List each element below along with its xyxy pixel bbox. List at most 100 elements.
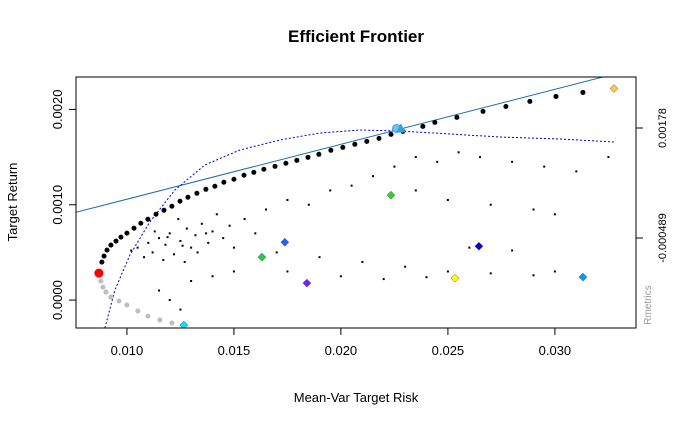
frontier-point: [294, 157, 300, 163]
frontier-point: [177, 198, 183, 204]
frontier-point: [352, 141, 358, 147]
sample-point: [222, 237, 225, 240]
sample-point: [166, 236, 169, 239]
sample-point: [489, 272, 492, 275]
frontier-point: [131, 225, 137, 231]
frontier-point: [305, 154, 311, 160]
sample-point: [468, 246, 471, 249]
sample-point: [361, 260, 364, 263]
x-tick-label: 0.015: [218, 343, 251, 358]
frontier-point: [432, 119, 438, 125]
frontier-point: [283, 160, 289, 166]
min-variance-point: [94, 268, 104, 278]
frontier-point: [169, 320, 175, 326]
sample-point: [207, 241, 210, 244]
frontier-point: [135, 308, 141, 314]
frontier-point: [272, 163, 278, 169]
sample-point: [372, 175, 375, 178]
sample-point: [393, 165, 396, 168]
sample-point: [168, 232, 171, 235]
sample-point: [173, 253, 176, 256]
sample-point: [286, 270, 289, 273]
frontier-point: [145, 216, 151, 222]
asset-point: [578, 272, 588, 282]
sample-point: [232, 270, 235, 273]
sample-point: [286, 198, 289, 201]
frontier-point: [185, 194, 191, 200]
asset-point: [257, 252, 267, 262]
x-axis-label: Mean-Var Target Risk: [294, 390, 419, 405]
sample-point: [511, 249, 514, 252]
y-tick-label: 0.0020: [50, 90, 65, 130]
frontier-point: [116, 298, 122, 304]
sample-point: [158, 237, 161, 240]
sample-point: [215, 213, 218, 216]
sample-point: [414, 156, 417, 159]
frontier-point: [98, 278, 104, 284]
frontier-point: [157, 317, 163, 323]
sample-point: [446, 270, 449, 273]
y2-tick-label: -0.000489: [657, 213, 669, 263]
frontier-point: [108, 294, 114, 300]
sample-point: [196, 251, 199, 254]
frontier-point: [388, 131, 394, 137]
sample-point: [339, 275, 342, 278]
frontier-point: [316, 151, 322, 157]
sample-point: [318, 256, 321, 259]
sample-point: [179, 239, 182, 242]
sample-point: [489, 203, 492, 206]
sample-point: [350, 184, 353, 187]
sample-point: [436, 160, 439, 163]
sample-point: [183, 260, 186, 263]
asset-point: [179, 320, 189, 328]
y-tick-label: 0.0010: [50, 185, 65, 225]
plot-area: [76, 77, 619, 328]
x-tick-label: 0.020: [325, 343, 358, 358]
frontier-point: [420, 123, 426, 129]
frontier-point: [113, 238, 119, 244]
frontier-point: [480, 108, 486, 114]
sample-point: [329, 189, 332, 192]
tangency-point: [395, 123, 406, 133]
sample-point: [575, 170, 578, 173]
frontier-point: [527, 98, 533, 104]
frontier-point: [241, 172, 247, 178]
frontier-point: [103, 289, 109, 295]
frontier-point: [101, 253, 107, 259]
frontier-point: [203, 186, 209, 192]
x-tick-label: 0.025: [432, 343, 465, 358]
sample-point: [130, 249, 133, 252]
frontier-point: [118, 234, 124, 240]
frontier-point: [231, 176, 237, 182]
frontier-point: [503, 103, 509, 109]
sample-point: [136, 246, 139, 249]
sample-point: [265, 208, 268, 211]
y-axis-label: Target Return: [5, 163, 20, 242]
frontier-point: [169, 203, 175, 209]
frontier-point: [194, 190, 200, 196]
chart-title: Efficient Frontier: [288, 27, 424, 46]
frontier-point: [261, 166, 267, 172]
y-tick-label: 0.0000: [50, 280, 65, 320]
frontier-point: [221, 179, 227, 185]
sample-point: [143, 256, 146, 259]
sample-point: [211, 275, 214, 278]
frontier-point: [376, 135, 382, 141]
sample-point: [446, 198, 449, 201]
sample-point: [194, 234, 197, 237]
frontier-point: [454, 114, 460, 120]
tangency-line: [76, 77, 603, 213]
frontier-point: [251, 169, 257, 175]
frontier-point: [153, 211, 159, 217]
sample-point: [168, 299, 171, 302]
sample-point: [382, 278, 385, 281]
asset-point: [302, 278, 312, 288]
sample-point: [275, 251, 278, 254]
frontier-point: [145, 313, 151, 319]
sample-point: [200, 222, 203, 225]
asset-point: [450, 273, 460, 283]
frontier-point: [553, 93, 559, 99]
asset-point: [609, 84, 619, 93]
sample-point: [532, 274, 535, 277]
